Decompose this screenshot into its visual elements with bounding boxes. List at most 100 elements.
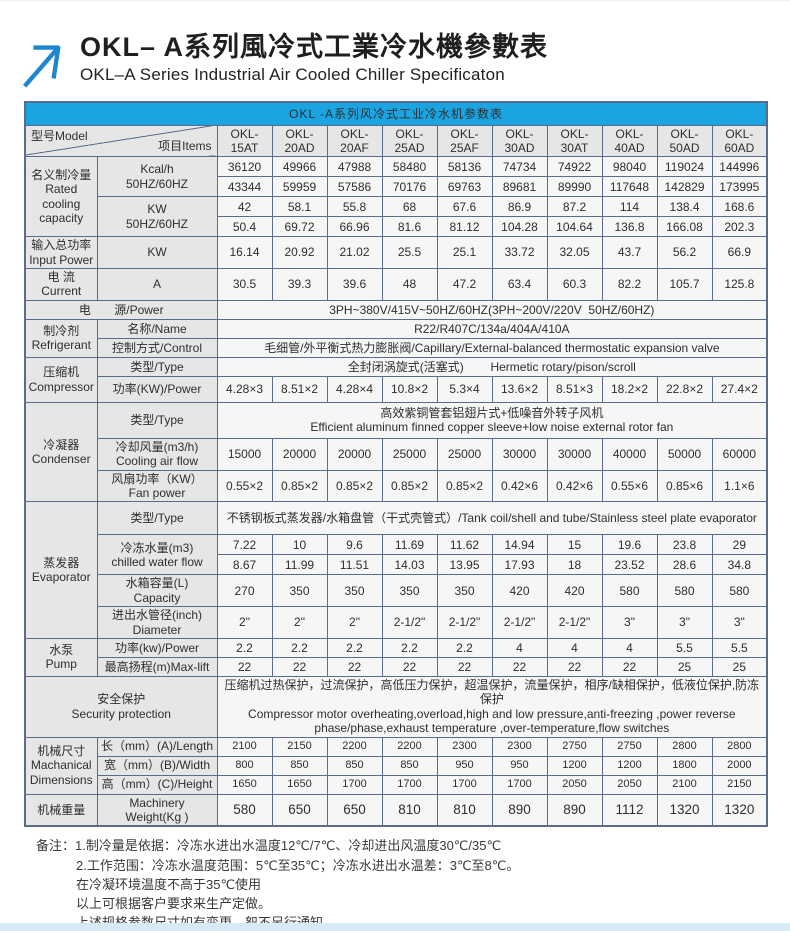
- value-cell: 104.64: [546, 216, 603, 238]
- value-cell: 30000: [546, 437, 603, 471]
- value-cell: 89681: [491, 176, 548, 198]
- value-cell: 32.05: [546, 236, 603, 270]
- value-cell: 8.67: [216, 554, 273, 576]
- value-cell: 1700: [436, 774, 493, 795]
- value-cell: 0.85×6: [656, 469, 713, 503]
- row-group-label: 冷凝器 Condenser: [24, 401, 98, 503]
- value-cell: 350: [326, 574, 383, 608]
- value-cell: 15: [546, 534, 603, 556]
- value-cell: 7.22: [216, 534, 273, 556]
- model-header-cell: OKL- 40AD: [601, 124, 658, 158]
- merged-value-cell: 压缩机过热保护，过流保护，高低压力保护，超温保护，流量保护，相序/缺相保护，低液…: [216, 675, 768, 738]
- model-header-cell: OKL- 30AD: [491, 124, 548, 158]
- value-cell: 166.08: [656, 216, 713, 238]
- value-cell: 67.6: [436, 196, 493, 218]
- value-cell: 2": [216, 606, 273, 639]
- row-item-label: 最高扬程(m)Max-lift: [96, 656, 218, 677]
- value-cell: 1200: [546, 755, 603, 776]
- value-cell: 5.3×4: [436, 375, 493, 403]
- value-cell: 2.2: [326, 637, 383, 658]
- value-cell: 22: [491, 656, 548, 677]
- note-line: 2.工作范围：冷冻水温度范围：5℃至35℃；冷冻水进出水温差：3℃至8℃。: [76, 857, 520, 873]
- value-cell: 890: [491, 793, 548, 827]
- value-cell: 25000: [436, 437, 493, 471]
- title-block: OKL– A系列風冷式工業冷水機參數表 OKL–A Series Industr…: [80, 31, 548, 85]
- value-cell: 420: [546, 574, 603, 608]
- value-cell: 0.85×2: [326, 469, 383, 503]
- value-cell: 58.1: [271, 196, 328, 218]
- value-cell: 27.4×2: [711, 375, 768, 403]
- value-cell: 0.55×2: [216, 469, 273, 503]
- value-cell: 58480: [381, 156, 438, 178]
- model-header-cell: OKL- 60AD: [711, 124, 768, 158]
- value-cell: 2750: [546, 736, 603, 757]
- value-cell: 0.85×2: [381, 469, 438, 503]
- row-group-label: 蒸发器 Evaporator: [24, 501, 98, 639]
- value-cell: 58136: [436, 156, 493, 178]
- value-cell: 2300: [436, 736, 493, 757]
- row-item-label: Kcal/h 50HZ/60HZ: [96, 156, 218, 198]
- value-cell: 42: [216, 196, 273, 218]
- value-cell: 11.51: [326, 554, 383, 576]
- value-cell: 22: [546, 656, 603, 677]
- row-group-label: 压缩机 Compressor: [24, 356, 98, 403]
- value-cell: 28.6: [656, 554, 713, 576]
- value-cell: 25: [711, 656, 768, 677]
- value-cell: 3": [601, 606, 658, 639]
- row-item-label: A: [96, 268, 218, 301]
- merged-value-cell: 不锈钢板式蒸发器/水箱盘管（干式壳管式）/Tank coil/shell and…: [216, 501, 768, 536]
- value-cell: 2050: [601, 774, 658, 795]
- value-cell: 420: [491, 574, 548, 608]
- value-cell: 1700: [491, 774, 548, 795]
- row-item-label: 进出水管径(inch) Diameter: [96, 606, 218, 639]
- value-cell: 70176: [381, 176, 438, 198]
- value-cell: 850: [271, 755, 328, 776]
- value-cell: 11.69: [381, 534, 438, 556]
- value-cell: 49966: [271, 156, 328, 178]
- value-cell: 8.51×2: [271, 375, 328, 403]
- value-cell: 0.42×6: [491, 469, 548, 503]
- value-cell: 66.96: [326, 216, 383, 238]
- value-cell: 14.03: [381, 554, 438, 576]
- value-cell: 2800: [656, 736, 713, 757]
- value-cell: 350: [271, 574, 328, 608]
- value-cell: 0.85×2: [271, 469, 328, 503]
- value-cell: 43344: [216, 176, 273, 198]
- bottom-strip: [0, 923, 790, 931]
- value-cell: 60000: [711, 437, 768, 471]
- value-cell: 0.55×6: [601, 469, 658, 503]
- value-cell: 9.6: [326, 534, 383, 556]
- value-cell: 1320: [711, 793, 768, 827]
- row-group-label: 电 流 Current: [24, 268, 98, 301]
- value-cell: 10.8×2: [381, 375, 438, 403]
- value-cell: 1112: [601, 793, 658, 827]
- value-cell: 66.9: [711, 236, 768, 270]
- value-cell: 29: [711, 534, 768, 556]
- value-cell: 580: [601, 574, 658, 608]
- value-cell: 2300: [491, 736, 548, 757]
- value-cell: 34.8: [711, 554, 768, 576]
- value-cell: 15000: [216, 437, 273, 471]
- value-cell: 2-1/2": [491, 606, 548, 639]
- value-cell: 4: [491, 637, 548, 658]
- merged-value-cell: 毛细管/外平衡式热力膨胀阀/Capillary/External-balance…: [216, 337, 768, 358]
- row-item-label: 类型/Type: [96, 401, 218, 439]
- value-cell: 43.7: [601, 236, 658, 270]
- value-cell: 2150: [271, 736, 328, 757]
- value-cell: 2750: [601, 736, 658, 757]
- value-cell: 18.2×2: [601, 375, 658, 403]
- merged-label-cell: 安全保护 Security protection: [24, 675, 218, 738]
- note-line: 以上可根据客户要求来生产定做。: [76, 896, 272, 912]
- value-cell: 144996: [711, 156, 768, 178]
- value-cell: 270: [216, 574, 273, 608]
- row-item-label: KW 50HZ/60HZ: [96, 196, 218, 238]
- merged-value-cell: 高效紫铜管套铝翅片式+低噪音外转子风机 Efficient aluminum f…: [216, 401, 768, 439]
- value-cell: 33.72: [491, 236, 548, 270]
- value-cell: 47988: [326, 156, 383, 178]
- row-group-label: 水泵 Pump: [24, 637, 98, 677]
- value-cell: 1700: [326, 774, 383, 795]
- row-item-label: KW: [96, 236, 218, 270]
- value-cell: 4.28×4: [326, 375, 383, 403]
- value-cell: 2050: [546, 774, 603, 795]
- table-caption: OKL -A系列风冷式工业冷水机参数表: [24, 101, 768, 126]
